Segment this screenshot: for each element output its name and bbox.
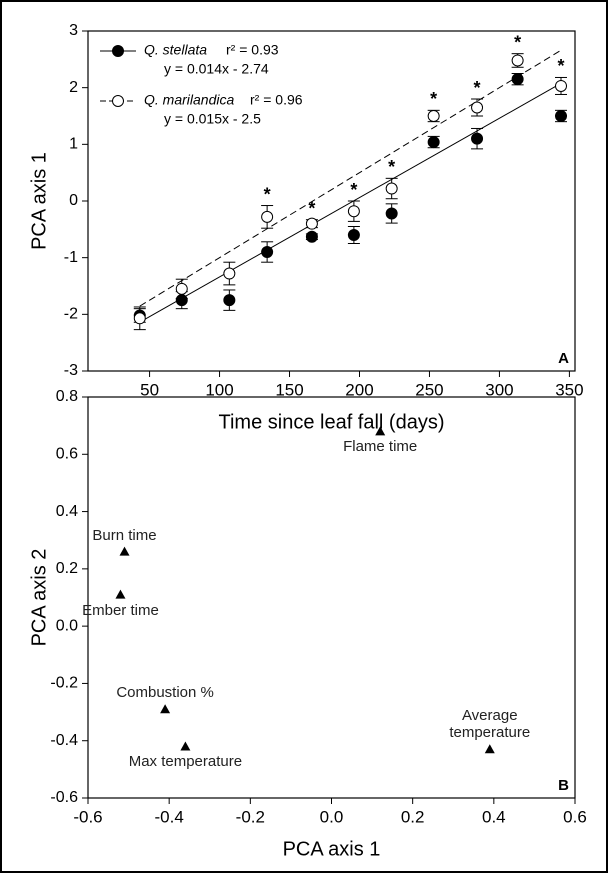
y-axis-title: PCA axis 1 [28,152,50,250]
point-label: Combustion % [116,684,214,702]
point [223,267,236,280]
point [471,132,484,145]
legend-label: Q. marilandica [144,92,234,108]
point [511,73,524,86]
y-tick-label: -0.2 [50,675,78,692]
y-tick-label: 0.0 [56,617,78,634]
y-tick-label: 1 [69,136,78,153]
x-tick-label: 0.6 [563,807,587,826]
y-tick-label: -1 [64,249,78,266]
significance-marker: * [350,180,357,200]
point [305,217,318,230]
point [427,136,440,149]
y-tick-label: 0.4 [56,503,78,520]
x-axis-title: PCA axis 1 [283,838,381,860]
point [261,210,274,223]
fit-line [139,49,562,307]
y-tick-label: 0.2 [56,560,78,577]
significance-marker: * [474,78,481,98]
fit-line [139,82,562,323]
point [160,704,171,714]
x-tick-label: 0.0 [320,807,344,826]
legend-label: Q. stellata [144,42,207,58]
x-tick-label: -0.4 [155,807,184,826]
x-tick-label: 100 [205,380,233,399]
point [427,110,440,122]
point [347,229,360,241]
point [347,205,360,218]
legend-equation: y = 0.014x - 2.74 [164,61,269,77]
point [511,54,524,67]
legend-marker [112,45,124,57]
x-tick-label: 0.4 [482,807,506,826]
point-label: Average temperature [449,707,531,742]
x-tick-label: 300 [485,380,513,399]
x-tick-label: 250 [415,380,443,399]
point [471,101,484,114]
x-tick-label: 200 [345,380,373,399]
y-tick-label: 0 [69,192,78,209]
y-tick-label: -3 [64,362,78,379]
point-label: Max temperature [128,753,243,771]
point [175,282,188,295]
legend-r2: r² = 0.96 [250,92,303,108]
y-tick-label: 0.8 [56,388,78,405]
significance-marker: * [264,184,271,204]
x-axis-title: Time since leaf fall (days) [219,411,445,433]
x-tick-label: 50 [140,380,159,399]
point [261,246,274,258]
point [555,79,568,92]
legend-r2: r² = 0.93 [226,42,279,58]
point [223,294,236,307]
point [385,182,398,195]
panel-label: B [558,777,569,794]
panel-label: A [558,350,569,367]
y-tick-label: 3 [69,22,78,39]
x-tick-label: 350 [555,380,583,399]
y-tick-label: -0.6 [50,789,78,806]
x-tick-label: 0.2 [401,807,425,826]
y-tick-label: -0.4 [50,732,78,749]
y-tick-label: 2 [69,79,78,96]
y-axis-title: PCA axis 2 [28,549,50,647]
legend-equation: y = 0.015x - 2.5 [164,111,261,127]
point [119,546,130,556]
point [555,110,568,122]
x-tick-label: -0.2 [236,807,265,826]
significance-marker: * [430,89,437,109]
point-label: Burn time [92,526,157,544]
y-tick-label: 0.6 [56,446,78,463]
plot-frame [87,30,576,372]
significance-marker: * [388,157,395,177]
y-tick-label: -2 [64,306,78,323]
point [115,589,126,599]
significance-marker: * [557,56,564,76]
point-label: Ember time [82,601,159,619]
point-label: Flame time [343,438,418,456]
point [180,741,191,751]
significance-marker: * [308,198,315,218]
point [385,207,398,220]
legend-marker [112,95,124,107]
point [484,744,495,754]
point [375,426,386,436]
x-tick-label: -0.6 [73,807,102,826]
x-tick-label: 150 [275,380,303,399]
point [133,312,146,325]
significance-marker: * [514,32,521,52]
point [305,230,318,243]
